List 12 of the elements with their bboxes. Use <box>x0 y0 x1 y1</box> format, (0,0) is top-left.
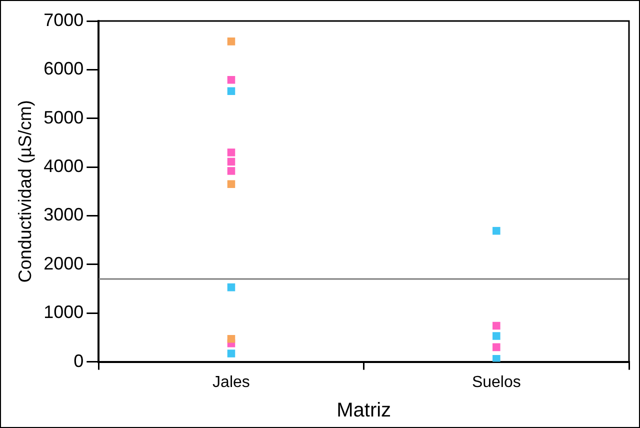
y-tick-label: 5000 <box>44 107 84 128</box>
x-axis-title: Matriz <box>336 400 392 422</box>
y-tick-label: 0 <box>74 350 84 371</box>
y-axis-title: Conductividad (µS/cm) <box>14 100 35 283</box>
y-tick-label: 4000 <box>44 156 84 176</box>
y-tick-label: 1000 <box>44 302 84 322</box>
y-tick-label: 2000 <box>44 253 84 274</box>
y-tick-label: 3000 <box>44 204 84 225</box>
y-tick-label: 6000 <box>44 58 84 79</box>
x-tick-label: Suelos <box>472 374 521 391</box>
y-tick-label: 7000 <box>44 10 84 30</box>
x-tick-label: Jales <box>212 374 250 391</box>
